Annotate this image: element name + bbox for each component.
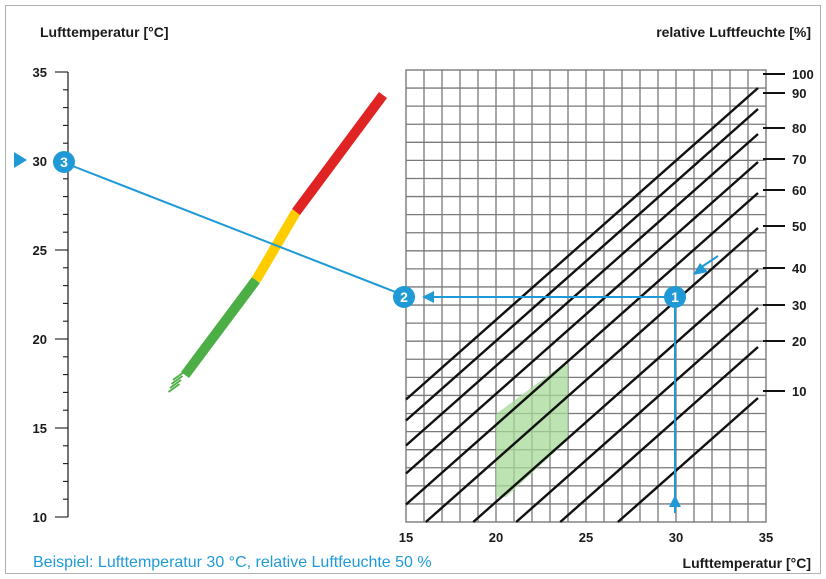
- path-slanted: [69, 164, 399, 294]
- rh-label: 70: [792, 152, 806, 167]
- arrow-left: [422, 291, 434, 303]
- x-axis: 15 20 25 30 35: [399, 530, 773, 545]
- step-number: 1: [671, 289, 679, 305]
- humidity-isoline: [405, 161, 759, 475]
- humidity-isolines: [405, 87, 759, 523]
- comfort-zone-area: [496, 365, 568, 497]
- marker-arrow: [14, 152, 27, 168]
- arrow-up: [669, 495, 681, 507]
- humidity-scale: 100 90 80 70 60 50 40 30 20 10: [763, 67, 814, 399]
- step-number: 2: [400, 289, 408, 305]
- step-number: 3: [60, 154, 68, 170]
- rh-label: 80: [792, 121, 806, 136]
- humidity-isoline: [425, 227, 759, 523]
- x-tick-label: 20: [489, 530, 503, 545]
- left-tick-label: 20: [33, 332, 47, 347]
- x-tick-label: 25: [579, 530, 593, 545]
- scale-hatch: [170, 375, 184, 385]
- pointer-line: [699, 255, 719, 269]
- humidity-isoline: [405, 108, 759, 422]
- left-tick-label: 30: [33, 154, 47, 169]
- rh-label: 40: [792, 261, 806, 276]
- x-tick-label: 15: [399, 530, 413, 545]
- left-temperature-scale: 35 30 25 20 15 10: [33, 65, 69, 525]
- scale-segment-green: [180, 277, 261, 378]
- scale-hatch: [167, 383, 181, 393]
- rh-label: 50: [792, 219, 806, 234]
- colored-temperature-scale: [167, 92, 388, 393]
- rh-label: 30: [792, 298, 806, 313]
- humidity-isoline: [515, 307, 759, 523]
- step-circle: [664, 286, 686, 308]
- left-axis-title: Lufttemperatur [°C]: [40, 24, 168, 40]
- rh-label: 20: [792, 334, 806, 349]
- caption: Beispiel: Lufttemperatur 30 °C, relative…: [33, 554, 432, 571]
- comfort-zone: [496, 365, 568, 497]
- pointer-arrow: [693, 263, 708, 275]
- humidity-isoline: [405, 87, 759, 401]
- step-circle: [53, 151, 75, 173]
- frame: [5, 5, 821, 574]
- x-tick-label: 30: [669, 530, 683, 545]
- rh-label: 100: [792, 67, 814, 82]
- step-circle: [393, 286, 415, 308]
- scale-segment-red: [291, 92, 388, 215]
- humidity-isoline: [405, 192, 759, 506]
- scale-hatch: [169, 379, 182, 389]
- humidity-isoline: [405, 133, 759, 447]
- x-tick-label: 35: [759, 530, 773, 545]
- left-tick-label: 25: [33, 243, 47, 258]
- example-path: 1 2 3: [14, 151, 719, 513]
- left-tick-label: 15: [33, 421, 47, 436]
- rh-label: 60: [792, 183, 806, 198]
- scale-hatch: [172, 371, 185, 381]
- humidity-isoline: [617, 397, 759, 523]
- humidity-isoline: [559, 346, 759, 523]
- x-axis-title: Lufttemperatur [°C]: [683, 555, 811, 571]
- left-tick-label: 35: [33, 65, 47, 80]
- left-tick-label: 10: [33, 510, 47, 525]
- right-axis-title: relative Luftfeuchte [%]: [656, 24, 811, 40]
- humidity-isoline: [472, 269, 759, 523]
- rh-label: 10: [792, 384, 806, 399]
- rh-label: 90: [792, 86, 806, 101]
